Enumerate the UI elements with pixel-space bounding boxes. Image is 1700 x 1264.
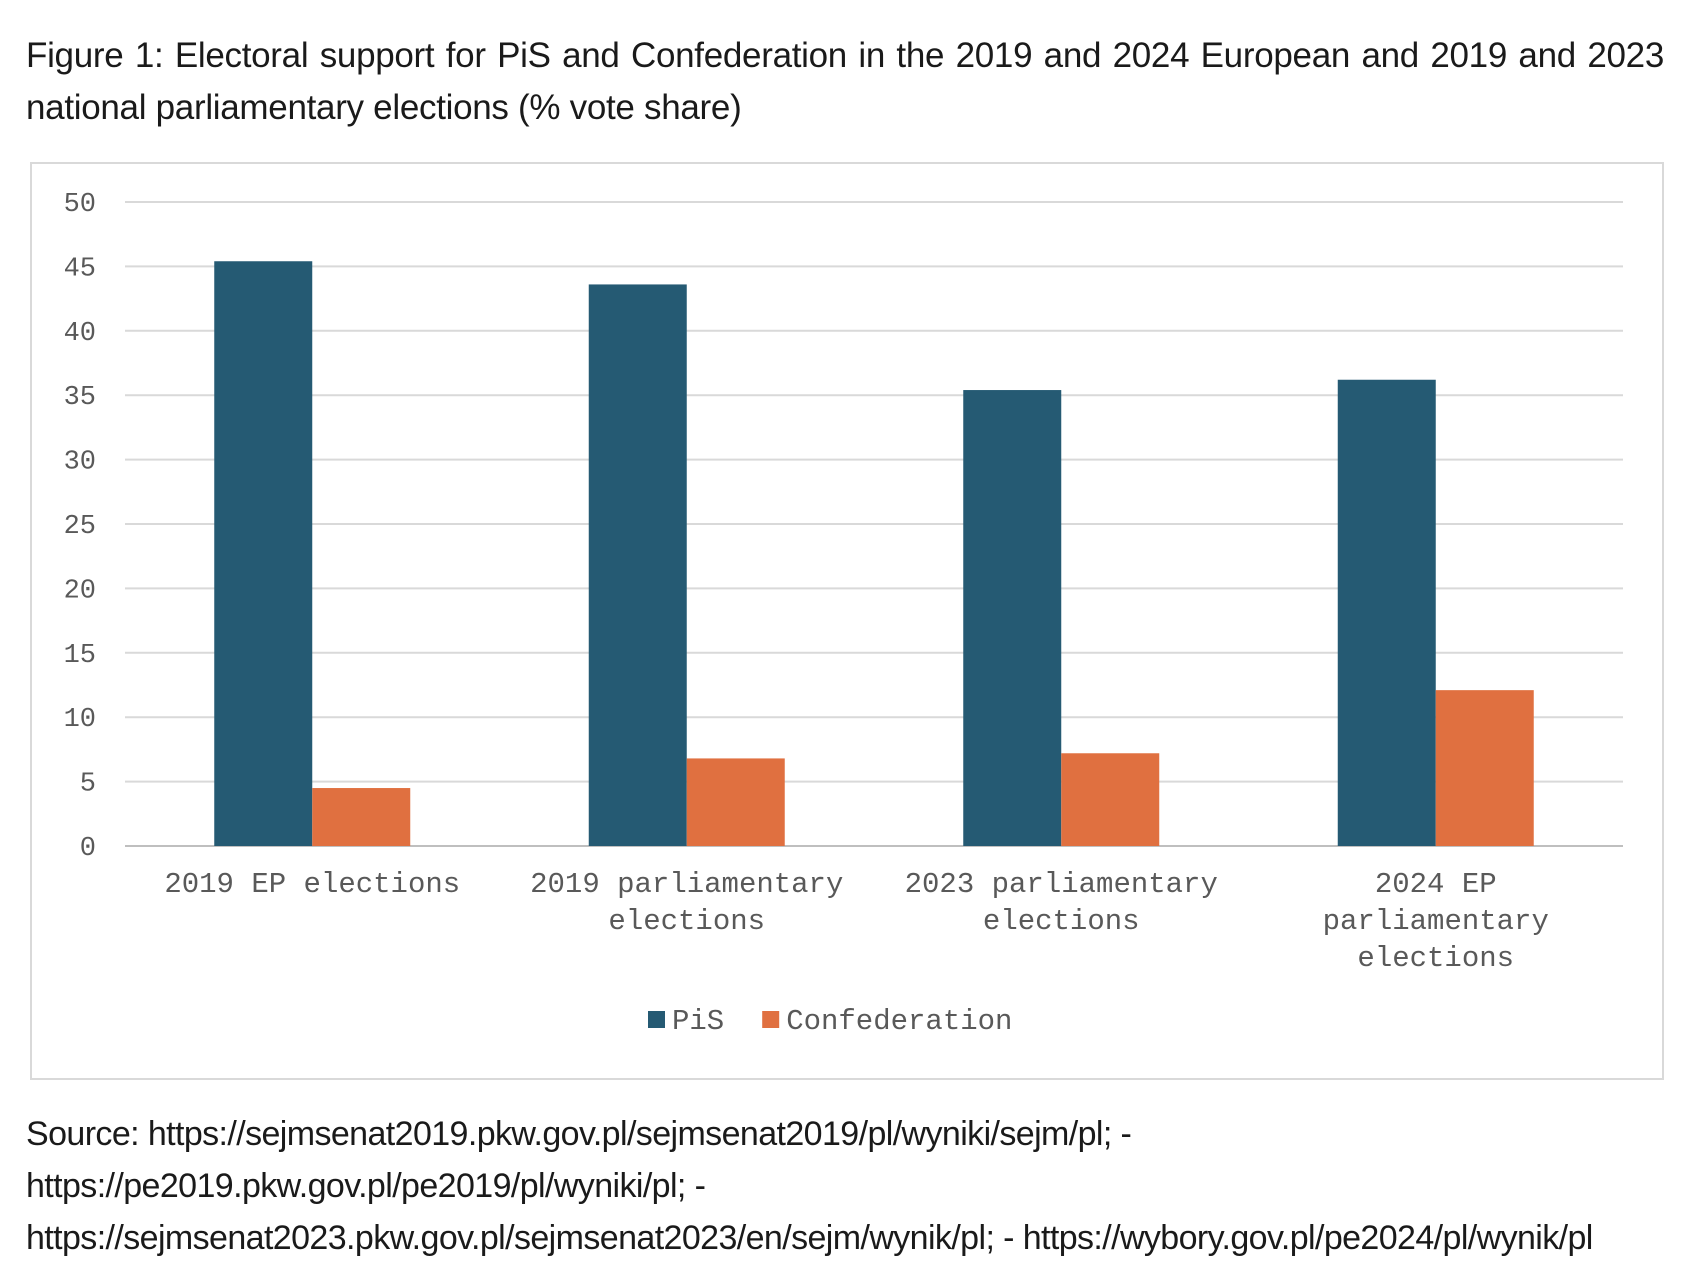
y-tick-label: 50 [64, 190, 96, 220]
x-axis-labels: 2019 EP elections 2019 parliamentary elect… [164, 868, 1549, 975]
legend-label-pis: PiS [672, 1005, 724, 1038]
y-tick-label: 15 [64, 641, 96, 671]
x-category-label: 2024 EP [1375, 868, 1497, 901]
x-category-label: 2019 parliamentary [530, 868, 843, 901]
y-tick-label: 20 [64, 576, 96, 606]
y-axis-ticks: 0 5 10 15 20 25 30 35 40 45 50 [64, 190, 96, 864]
bar-confederation-1 [312, 788, 411, 846]
y-tick-label: 40 [64, 319, 96, 349]
y-tick-label: 10 [64, 705, 96, 735]
bar-confederation-4 [1435, 690, 1534, 846]
bar-pis-2 [588, 284, 687, 846]
y-tick-label: 25 [64, 512, 96, 542]
legend-label-confederation: Confederation [786, 1005, 1012, 1038]
legend-swatch-confederation [762, 1011, 780, 1028]
y-tick-label: 5 [80, 770, 96, 800]
y-tick-label: 0 [80, 834, 96, 864]
x-category-label: 2019 EP elections [164, 868, 460, 901]
x-category-label: elections [983, 905, 1140, 938]
source-note: Source: https://sejmsenat2019.pkw.gov.pl… [26, 1115, 1593, 1257]
x-category-label: elections [608, 905, 765, 938]
y-tick-label: 45 [64, 254, 96, 284]
bar-confederation-2 [686, 758, 785, 846]
legend: PiS Confederation [648, 1005, 1012, 1038]
bars [214, 261, 1534, 846]
x-category-label: 2023 parliamentary [905, 868, 1218, 901]
x-category-label: elections [1357, 942, 1514, 975]
bar-pis-4 [1337, 379, 1436, 846]
bar-pis-3 [963, 390, 1062, 846]
y-tick-label: 35 [64, 383, 96, 413]
legend-swatch-pis [648, 1011, 665, 1028]
bar-pis-1 [214, 261, 313, 846]
y-tick-label: 30 [64, 448, 96, 478]
figure-caption: Figure 1: Electoral support for PiS and … [26, 36, 1664, 127]
bar-confederation-3 [1061, 753, 1160, 846]
x-category-label: parliamentary [1323, 905, 1549, 938]
